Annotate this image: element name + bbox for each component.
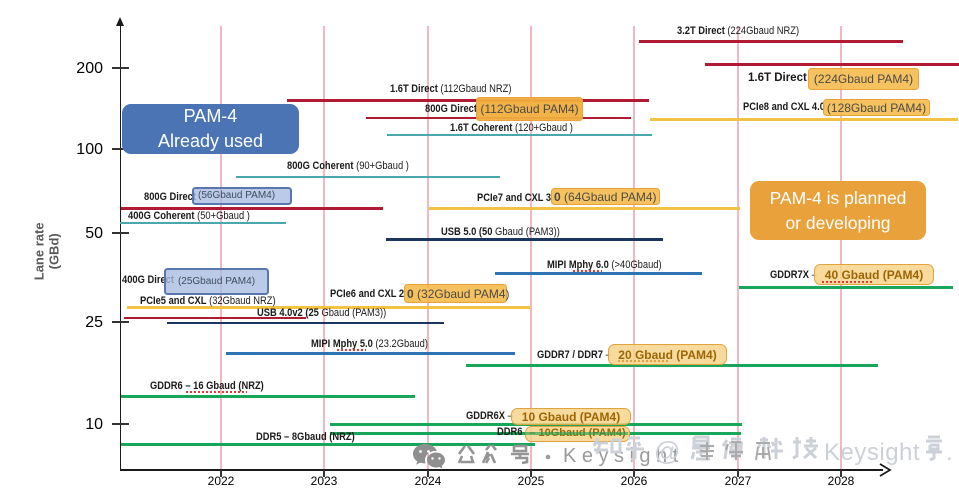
svg-text:Keysight: Keysight: [824, 439, 920, 466]
svg-text:.: .: [946, 439, 953, 466]
svg-text:Keysight: Keysight: [563, 445, 684, 467]
svg-text:@: @: [654, 436, 680, 466]
